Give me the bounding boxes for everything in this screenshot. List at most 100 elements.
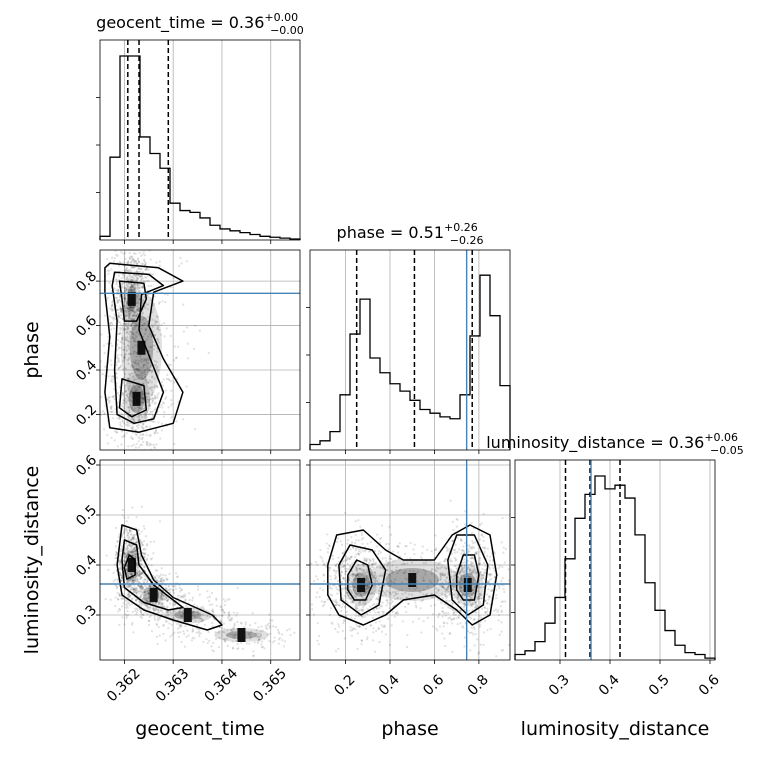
sample-point	[108, 396, 111, 399]
sample-point	[215, 597, 218, 600]
hist-frame-luminosity_distance	[514, 459, 716, 661]
sample-point	[160, 592, 163, 595]
sample-point	[495, 588, 498, 591]
sample-point	[104, 465, 106, 467]
sample-point	[157, 608, 160, 611]
sample-point	[395, 612, 398, 615]
sample-point	[125, 276, 128, 279]
sample-point	[130, 533, 133, 536]
sample-point	[135, 611, 139, 614]
sample-point	[113, 397, 116, 401]
sample-point	[120, 341, 123, 344]
sample-point	[371, 616, 375, 619]
sample-point	[129, 306, 132, 309]
sample-point	[457, 584, 460, 587]
sample-point	[312, 613, 316, 616]
sample-point	[223, 628, 226, 631]
sample-point	[117, 308, 120, 311]
sample-point	[452, 617, 456, 621]
sample-point	[366, 575, 369, 578]
sample-point	[404, 605, 407, 609]
sample-point	[114, 596, 117, 599]
sample-point	[161, 384, 165, 388]
sample-point	[136, 368, 139, 371]
sample-point	[342, 578, 345, 581]
sample-point	[130, 317, 133, 320]
sample-point	[130, 539, 133, 542]
sample-point	[161, 577, 164, 580]
sample-point	[145, 580, 149, 583]
sample-point	[127, 585, 130, 588]
sample-point	[123, 560, 126, 563]
sample-point	[132, 350, 136, 353]
sample-point	[221, 614, 224, 617]
sample-point	[156, 386, 159, 389]
sample-point	[379, 589, 382, 593]
sample-point	[126, 277, 129, 280]
sample-point	[126, 285, 130, 288]
sample-point	[134, 575, 137, 578]
sample-point	[464, 541, 467, 545]
sample-point	[471, 539, 474, 543]
sample-point	[528, 552, 530, 554]
sample-point	[125, 568, 128, 571]
sample-point	[149, 606, 152, 609]
sample-point	[192, 611, 195, 614]
sample-point	[123, 297, 126, 300]
sample-point	[123, 384, 127, 387]
sample-point	[130, 305, 133, 308]
sample-point	[142, 579, 145, 582]
sample-point	[349, 629, 352, 632]
sample-point	[377, 589, 380, 592]
sample-point	[319, 587, 322, 590]
sample-point	[341, 602, 345, 606]
sample-point	[132, 588, 136, 591]
sample-point	[134, 587, 137, 590]
sample-point	[145, 338, 149, 341]
sample-point	[370, 574, 373, 577]
sample-point	[127, 532, 130, 535]
sample-point	[106, 342, 109, 345]
sample-point	[233, 624, 236, 627]
sample-point	[281, 639, 284, 642]
sample-point	[125, 545, 129, 548]
sample-point	[146, 357, 149, 360]
sample-point	[166, 610, 170, 613]
sample-point	[493, 552, 496, 555]
sample-point	[126, 405, 130, 409]
sample-point	[371, 603, 374, 607]
sample-point	[110, 436, 113, 439]
sample-point	[153, 320, 157, 323]
sample-point	[336, 630, 339, 634]
sample-point	[143, 553, 146, 556]
sample-point	[150, 577, 153, 580]
sample-point	[335, 569, 339, 572]
sample-point	[462, 571, 465, 574]
sample-point	[363, 571, 366, 574]
sample-point	[130, 538, 133, 541]
sample-point	[125, 551, 128, 554]
sample-point	[343, 550, 346, 553]
sample-point	[127, 308, 130, 311]
sample-point	[136, 258, 140, 261]
sample-point	[136, 571, 139, 574]
sample-point	[232, 611, 236, 614]
sample-point	[391, 591, 395, 594]
sample-point	[122, 558, 125, 561]
sample-point	[149, 585, 152, 588]
sample-point	[142, 594, 145, 598]
sample-point	[319, 548, 322, 552]
sample-point	[451, 602, 455, 605]
sample-point	[119, 573, 122, 577]
sample-point	[141, 423, 144, 426]
sample-point	[132, 226, 134, 228]
sample-point	[260, 646, 263, 649]
sample-point	[471, 561, 475, 565]
sample-point	[151, 399, 155, 402]
sample-point	[126, 306, 129, 309]
sample-point	[100, 413, 103, 416]
sample-point	[128, 312, 131, 316]
sample-point	[453, 551, 456, 554]
sample-point	[362, 608, 365, 612]
sample-point	[191, 629, 195, 632]
